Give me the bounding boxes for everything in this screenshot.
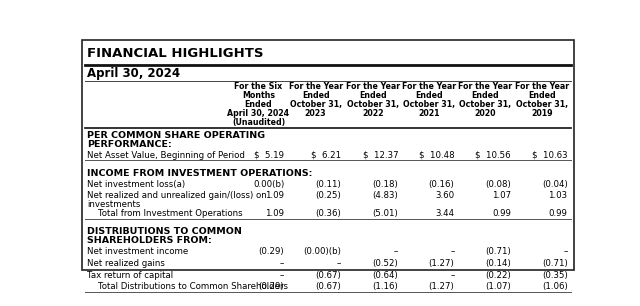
Text: 0.99: 0.99	[548, 209, 568, 218]
Text: (0.04): (0.04)	[542, 180, 568, 188]
Text: Ended: Ended	[359, 91, 387, 100]
Text: $  10.63: $ 10.63	[532, 151, 568, 160]
Text: (0.52): (0.52)	[372, 259, 399, 268]
Text: (0.29): (0.29)	[259, 247, 284, 256]
Text: –: –	[394, 247, 399, 256]
Text: 0.99: 0.99	[492, 209, 511, 218]
Text: (0.36): (0.36)	[316, 209, 341, 218]
Text: Ended: Ended	[472, 91, 499, 100]
Text: (0.67): (0.67)	[316, 271, 341, 280]
Text: October 31,: October 31,	[347, 100, 399, 109]
Text: (0.71): (0.71)	[542, 259, 568, 268]
Text: (0.18): (0.18)	[372, 180, 399, 188]
Text: October 31,: October 31,	[289, 100, 342, 109]
Text: October 31,: October 31,	[459, 100, 511, 109]
Text: For the Year: For the Year	[289, 82, 342, 91]
Text: –: –	[450, 247, 454, 256]
Text: 1.09: 1.09	[266, 191, 284, 200]
Text: Ended: Ended	[302, 91, 330, 100]
Text: $  12.37: $ 12.37	[363, 151, 399, 160]
Text: (0.22): (0.22)	[485, 271, 511, 280]
Text: 0.00(b): 0.00(b)	[253, 180, 284, 188]
Text: (0.08): (0.08)	[485, 180, 511, 188]
Text: For the Year: For the Year	[515, 82, 569, 91]
Text: Total Distributions to Common Shareholders: Total Distributions to Common Shareholde…	[88, 282, 289, 291]
Text: October 31,: October 31,	[516, 100, 568, 109]
Text: (1.07): (1.07)	[485, 282, 511, 291]
Text: Ended: Ended	[244, 100, 273, 109]
Text: October 31,: October 31,	[403, 100, 455, 109]
Text: DISTRIBUTIONS TO COMMON: DISTRIBUTIONS TO COMMON	[88, 227, 243, 236]
Text: April 30, 2024: April 30, 2024	[227, 109, 290, 118]
Text: For the Year: For the Year	[402, 82, 456, 91]
Text: 2019: 2019	[531, 109, 552, 118]
Text: –: –	[337, 259, 341, 268]
Text: 2020: 2020	[474, 109, 496, 118]
Text: PERFORMANCE:: PERFORMANCE:	[88, 140, 172, 149]
Text: (1.27): (1.27)	[429, 259, 454, 268]
Text: (0.00)(b): (0.00)(b)	[303, 247, 341, 256]
Text: For the Six: For the Six	[234, 82, 283, 91]
Text: (0.67): (0.67)	[316, 282, 341, 291]
Text: $  6.21: $ 6.21	[311, 151, 341, 160]
Text: Tax return of capital: Tax return of capital	[88, 271, 173, 280]
Text: Net investment loss(a): Net investment loss(a)	[88, 180, 186, 188]
Text: FINANCIAL HIGHLIGHTS: FINANCIAL HIGHLIGHTS	[88, 47, 264, 60]
Text: 1.03: 1.03	[548, 191, 568, 200]
Text: Months: Months	[242, 91, 275, 100]
Text: 2021: 2021	[418, 109, 440, 118]
Text: $  10.56: $ 10.56	[476, 151, 511, 160]
Text: INCOME FROM INVESTMENT OPERATIONS:: INCOME FROM INVESTMENT OPERATIONS:	[88, 169, 313, 178]
Text: SHAREHOLDERS FROM:: SHAREHOLDERS FROM:	[88, 236, 212, 245]
Text: (0.35): (0.35)	[542, 271, 568, 280]
Text: –: –	[280, 271, 284, 280]
Text: 3.44: 3.44	[435, 209, 454, 218]
Text: (Unaudited): (Unaudited)	[232, 118, 285, 127]
Text: –: –	[280, 259, 284, 268]
Text: PER COMMON SHARE OPERATING: PER COMMON SHARE OPERATING	[88, 131, 266, 140]
Text: 2022: 2022	[362, 109, 383, 118]
Text: 2023: 2023	[305, 109, 326, 118]
Text: (4.83): (4.83)	[372, 191, 399, 200]
Text: investments: investments	[88, 200, 141, 209]
Text: Ended: Ended	[415, 91, 442, 100]
Text: –: –	[450, 271, 454, 280]
Text: (0.11): (0.11)	[316, 180, 341, 188]
Text: –: –	[563, 247, 568, 256]
Text: (0.29): (0.29)	[259, 282, 284, 291]
Text: Net investment income: Net investment income	[88, 247, 189, 256]
Text: Net realized and unrealized gain/(loss) on: Net realized and unrealized gain/(loss) …	[88, 191, 267, 200]
Text: For the Year: For the Year	[346, 82, 400, 91]
Text: $  5.19: $ 5.19	[254, 151, 284, 160]
Text: (5.01): (5.01)	[372, 209, 399, 218]
Text: (1.06): (1.06)	[542, 282, 568, 291]
Text: 1.07: 1.07	[492, 191, 511, 200]
Text: Net Asset Value, Beginning of Period: Net Asset Value, Beginning of Period	[88, 151, 245, 160]
Text: Ended: Ended	[528, 91, 556, 100]
Text: (0.71): (0.71)	[485, 247, 511, 256]
Text: Total from Investment Operations: Total from Investment Operations	[88, 209, 243, 218]
Text: April 30, 2024: April 30, 2024	[88, 67, 180, 80]
Text: (1.27): (1.27)	[429, 282, 454, 291]
Text: (1.16): (1.16)	[372, 282, 399, 291]
Text: 3.60: 3.60	[435, 191, 454, 200]
Text: (0.64): (0.64)	[372, 271, 399, 280]
Text: (0.14): (0.14)	[485, 259, 511, 268]
Text: For the Year: For the Year	[458, 82, 512, 91]
Text: (0.25): (0.25)	[316, 191, 341, 200]
Text: Net realized gains: Net realized gains	[88, 259, 165, 268]
Text: 1.09: 1.09	[266, 209, 284, 218]
Text: $  10.48: $ 10.48	[419, 151, 454, 160]
Text: (0.16): (0.16)	[429, 180, 454, 188]
